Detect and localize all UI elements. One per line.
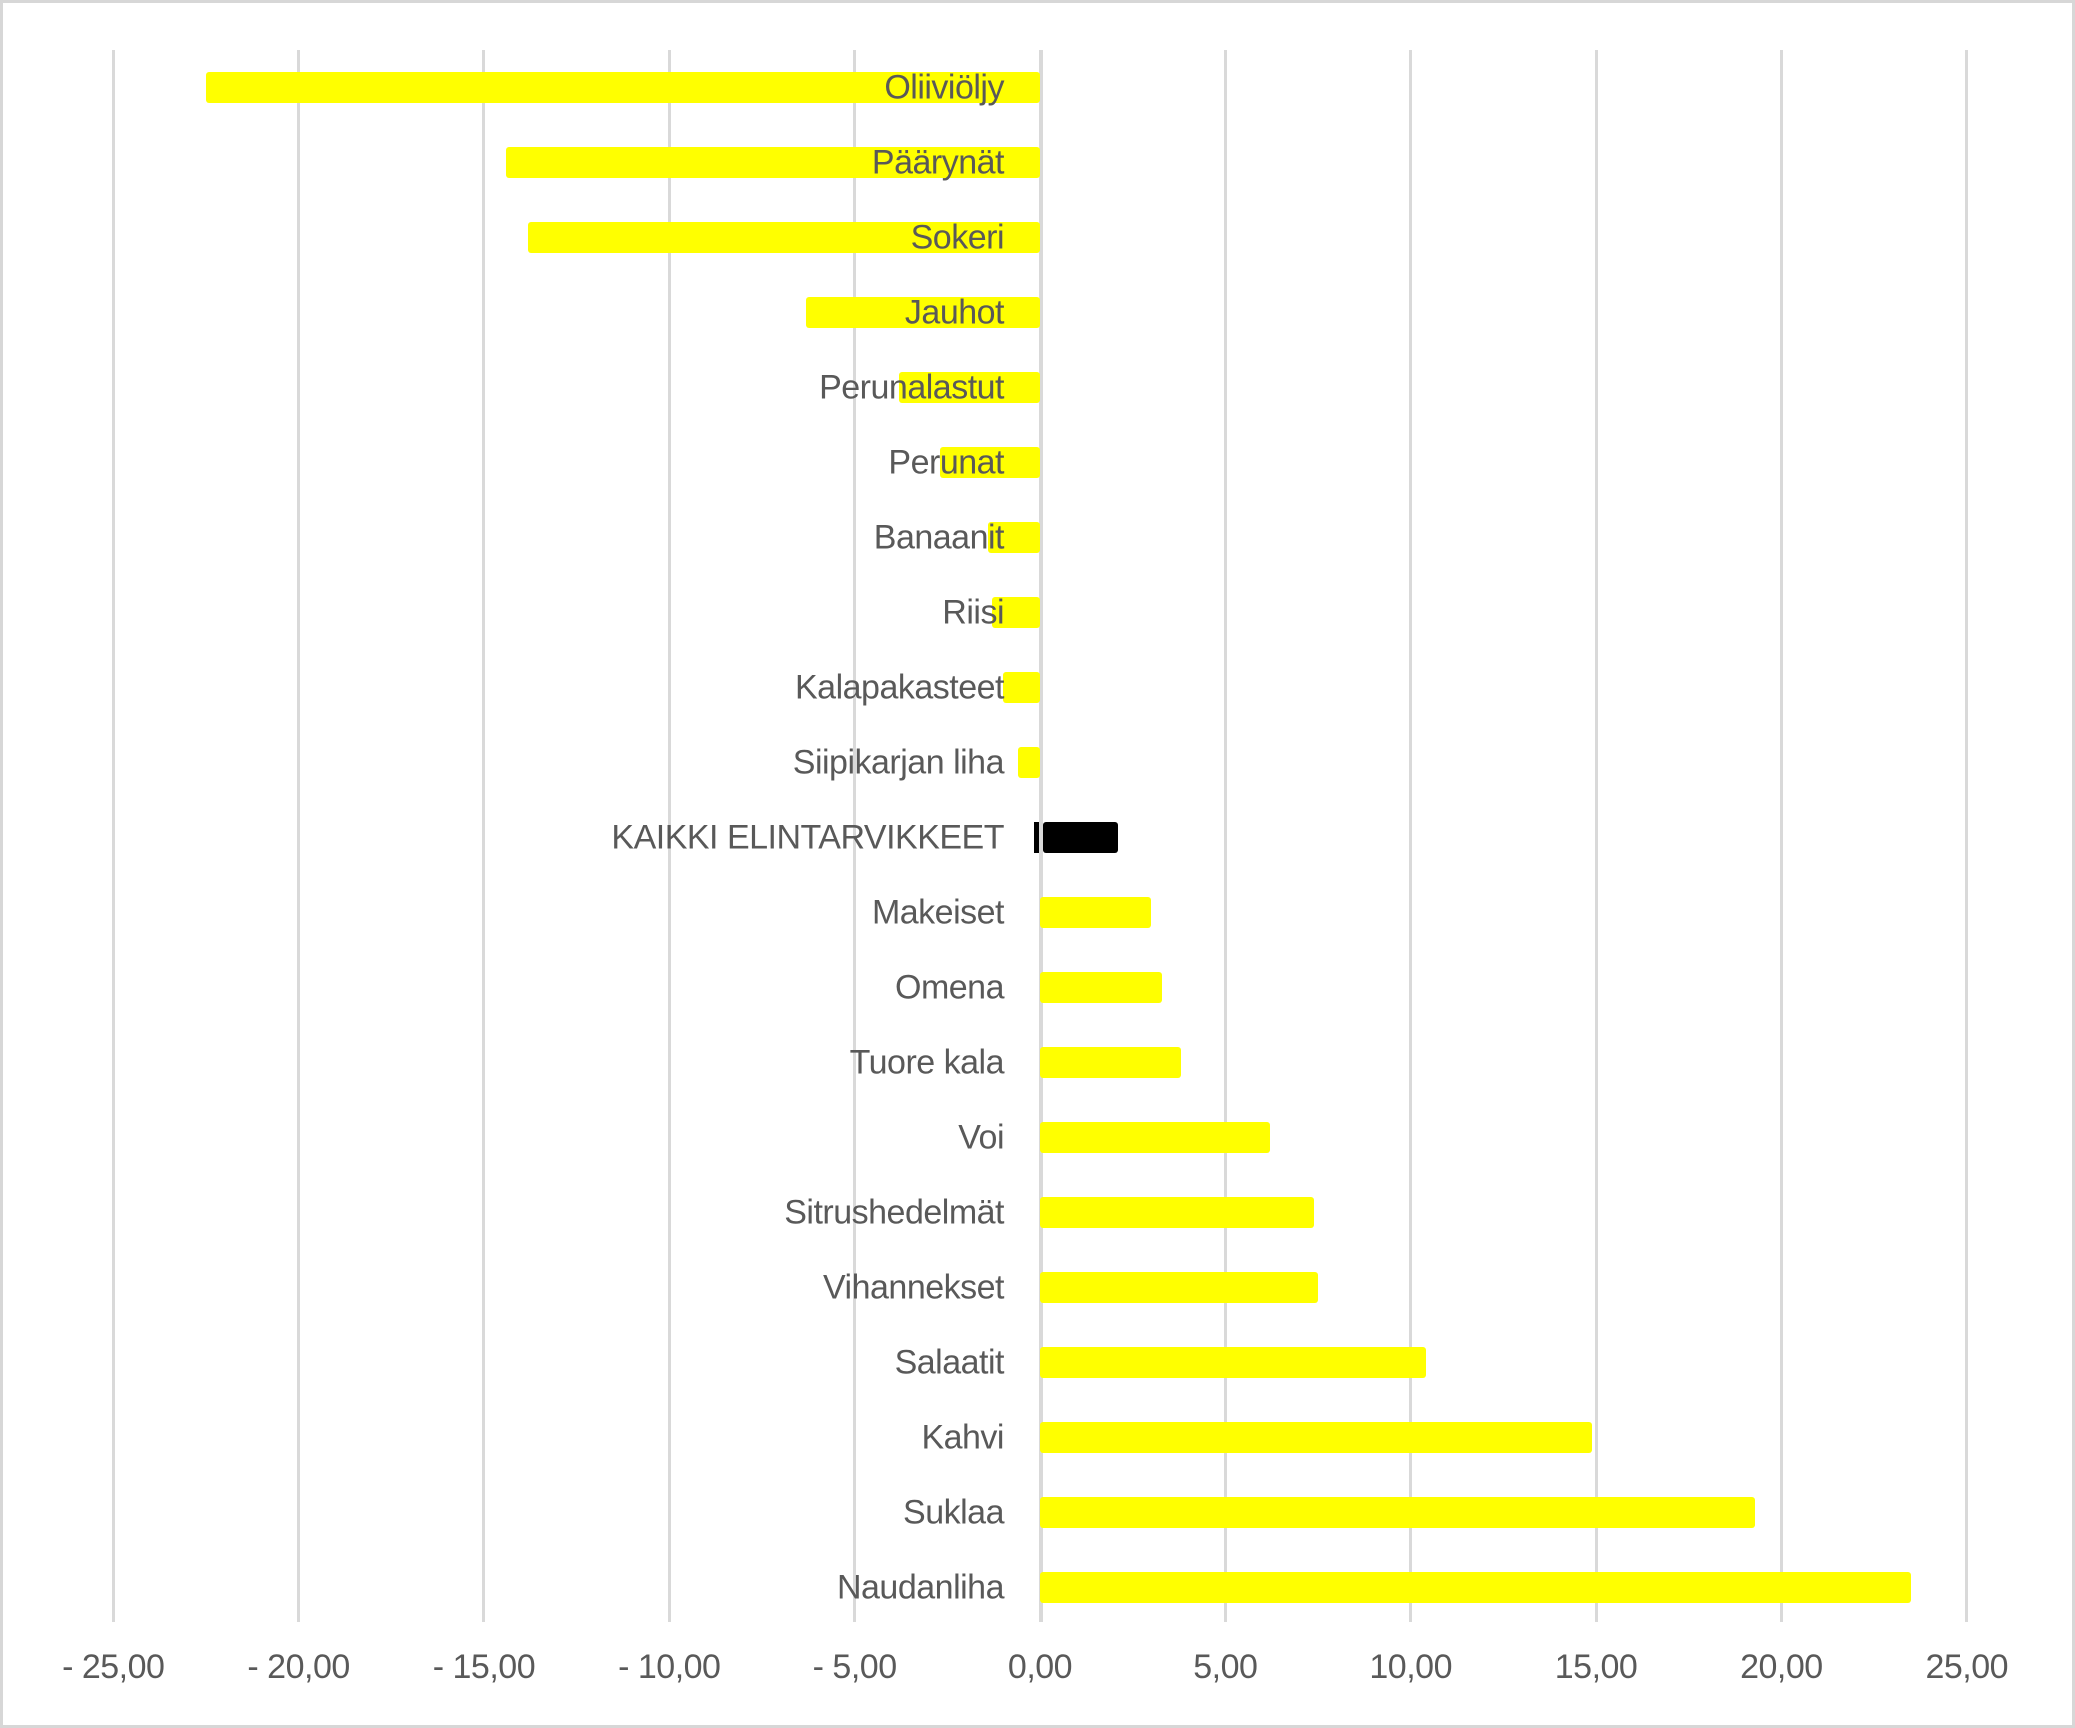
category-label: Salaatit	[894, 1343, 1005, 1381]
bar	[1040, 1497, 1756, 1528]
bar	[1040, 897, 1152, 928]
x-axis-tick-label: 20,00	[1740, 1648, 1823, 1686]
x-axis-tick-label: - 5,00	[812, 1648, 897, 1686]
bar	[1040, 1422, 1593, 1453]
gridline	[853, 50, 857, 1622]
x-axis-tick-label: 15,00	[1554, 1648, 1638, 1686]
bar	[939, 447, 1040, 478]
x-axis-tick-label: 25,00	[1925, 1648, 2009, 1686]
bar	[1040, 1197, 1315, 1228]
category-label: Sokeri	[910, 218, 1005, 256]
bar	[506, 147, 1040, 178]
bar	[1040, 1272, 1319, 1303]
bar	[1002, 672, 1040, 703]
gridline	[297, 50, 301, 1622]
gridline	[1409, 50, 1413, 1622]
category-label: Oliiviöljy	[884, 68, 1004, 106]
category-label: Kahvi	[921, 1418, 1004, 1456]
gridline	[1223, 50, 1227, 1622]
category-label: Perunat	[888, 443, 1004, 481]
gridline	[1779, 50, 1783, 1622]
bar	[1040, 1347, 1426, 1378]
category-label: Tuore kala	[849, 1043, 1005, 1081]
x-axis-tick-label: 0,00	[1007, 1648, 1073, 1686]
category-label: Voi	[958, 1118, 1004, 1156]
category-label: Omena	[895, 968, 1005, 1006]
x-axis-tick-label: - 25,00	[62, 1648, 165, 1686]
highlight-left-tick	[1034, 822, 1039, 853]
x-axis-tick-label: - 20,00	[247, 1648, 350, 1686]
bar-highlight	[1043, 822, 1118, 853]
bar	[806, 297, 1040, 328]
gridline	[1594, 50, 1598, 1622]
category-label: Banaanit	[873, 518, 1005, 556]
category-label: Riisi	[942, 593, 1004, 631]
bar	[1040, 1047, 1181, 1078]
x-axis-tick-label: 5,00	[1193, 1648, 1258, 1686]
bar	[1040, 1122, 1270, 1153]
bar	[205, 72, 1040, 103]
bar	[991, 597, 1040, 628]
x-axis-tick-label: - 15,00	[432, 1648, 536, 1686]
category-label: Siipikarjan liha	[792, 743, 1005, 781]
x-axis-tick-label: - 10,00	[618, 1648, 721, 1686]
x-axis-tick-label: 10,00	[1369, 1648, 1452, 1686]
category-label: Vihannekset	[822, 1268, 1005, 1306]
bar	[1040, 1572, 1912, 1603]
category-label: Jauhot	[904, 293, 1005, 331]
bar	[1040, 972, 1163, 1003]
gridline	[1965, 50, 1969, 1622]
category-label: Naudanliha	[836, 1568, 1005, 1606]
bar	[1017, 747, 1040, 778]
category-label: Sitrushedelmät	[784, 1193, 1004, 1231]
category-label: Kalapakasteet	[795, 668, 1005, 706]
category-label: Makeiset	[871, 893, 1005, 931]
category-label: Suklaa	[903, 1493, 1004, 1531]
gridline	[482, 50, 486, 1622]
category-label: Perunalastut	[819, 368, 1004, 406]
bar	[528, 222, 1040, 253]
gridline	[667, 50, 671, 1622]
bar	[988, 522, 1040, 553]
category-label: KAIKKI ELINTARVIKKEET	[611, 818, 1004, 856]
gridline	[111, 50, 115, 1622]
bar	[899, 372, 1040, 403]
category-label: Päärynät	[871, 143, 1005, 181]
zero-gridline	[1038, 50, 1043, 1622]
